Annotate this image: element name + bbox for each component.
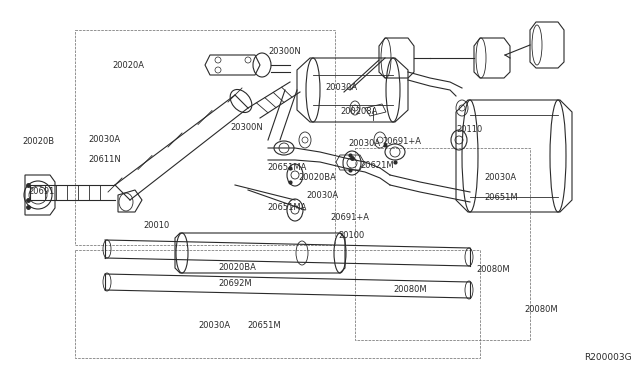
Circle shape — [215, 57, 221, 63]
Text: 20020B: 20020B — [22, 138, 54, 147]
Text: 20030A: 20030A — [198, 321, 230, 330]
Text: 20080M: 20080M — [476, 264, 509, 273]
Text: 20300N: 20300N — [268, 48, 301, 57]
Text: 20030A: 20030A — [325, 83, 357, 92]
Text: 20030A: 20030A — [348, 138, 380, 148]
Text: 20691: 20691 — [28, 186, 54, 196]
Circle shape — [215, 67, 221, 73]
Circle shape — [245, 57, 251, 63]
Text: 20691+A: 20691+A — [330, 214, 369, 222]
Text: 20030A: 20030A — [484, 173, 516, 183]
Text: 20030A: 20030A — [306, 190, 338, 199]
Text: 20010: 20010 — [143, 221, 169, 230]
Text: R200003G: R200003G — [584, 353, 632, 362]
Text: 20080M: 20080M — [524, 305, 557, 314]
Text: 20020BA: 20020BA — [218, 263, 256, 273]
Text: 20651MA: 20651MA — [267, 164, 307, 173]
Text: 20611N: 20611N — [88, 155, 121, 164]
Text: 20030A: 20030A — [88, 135, 120, 144]
Text: 20300N: 20300N — [230, 122, 263, 131]
Text: 20621M: 20621M — [360, 160, 394, 170]
Text: 20080M: 20080M — [393, 285, 427, 294]
Text: 20020BA: 20020BA — [298, 173, 336, 183]
Text: 20651M: 20651M — [484, 193, 518, 202]
Text: 20691+A: 20691+A — [382, 137, 421, 145]
Text: 20692M: 20692M — [218, 279, 252, 288]
Text: 200208A: 200208A — [340, 108, 378, 116]
Text: 20651MA: 20651MA — [267, 202, 307, 212]
Text: 20110: 20110 — [456, 125, 483, 134]
Text: 20651M: 20651M — [247, 321, 280, 330]
Text: 20020A: 20020A — [112, 61, 144, 70]
Text: 20100: 20100 — [338, 231, 364, 240]
